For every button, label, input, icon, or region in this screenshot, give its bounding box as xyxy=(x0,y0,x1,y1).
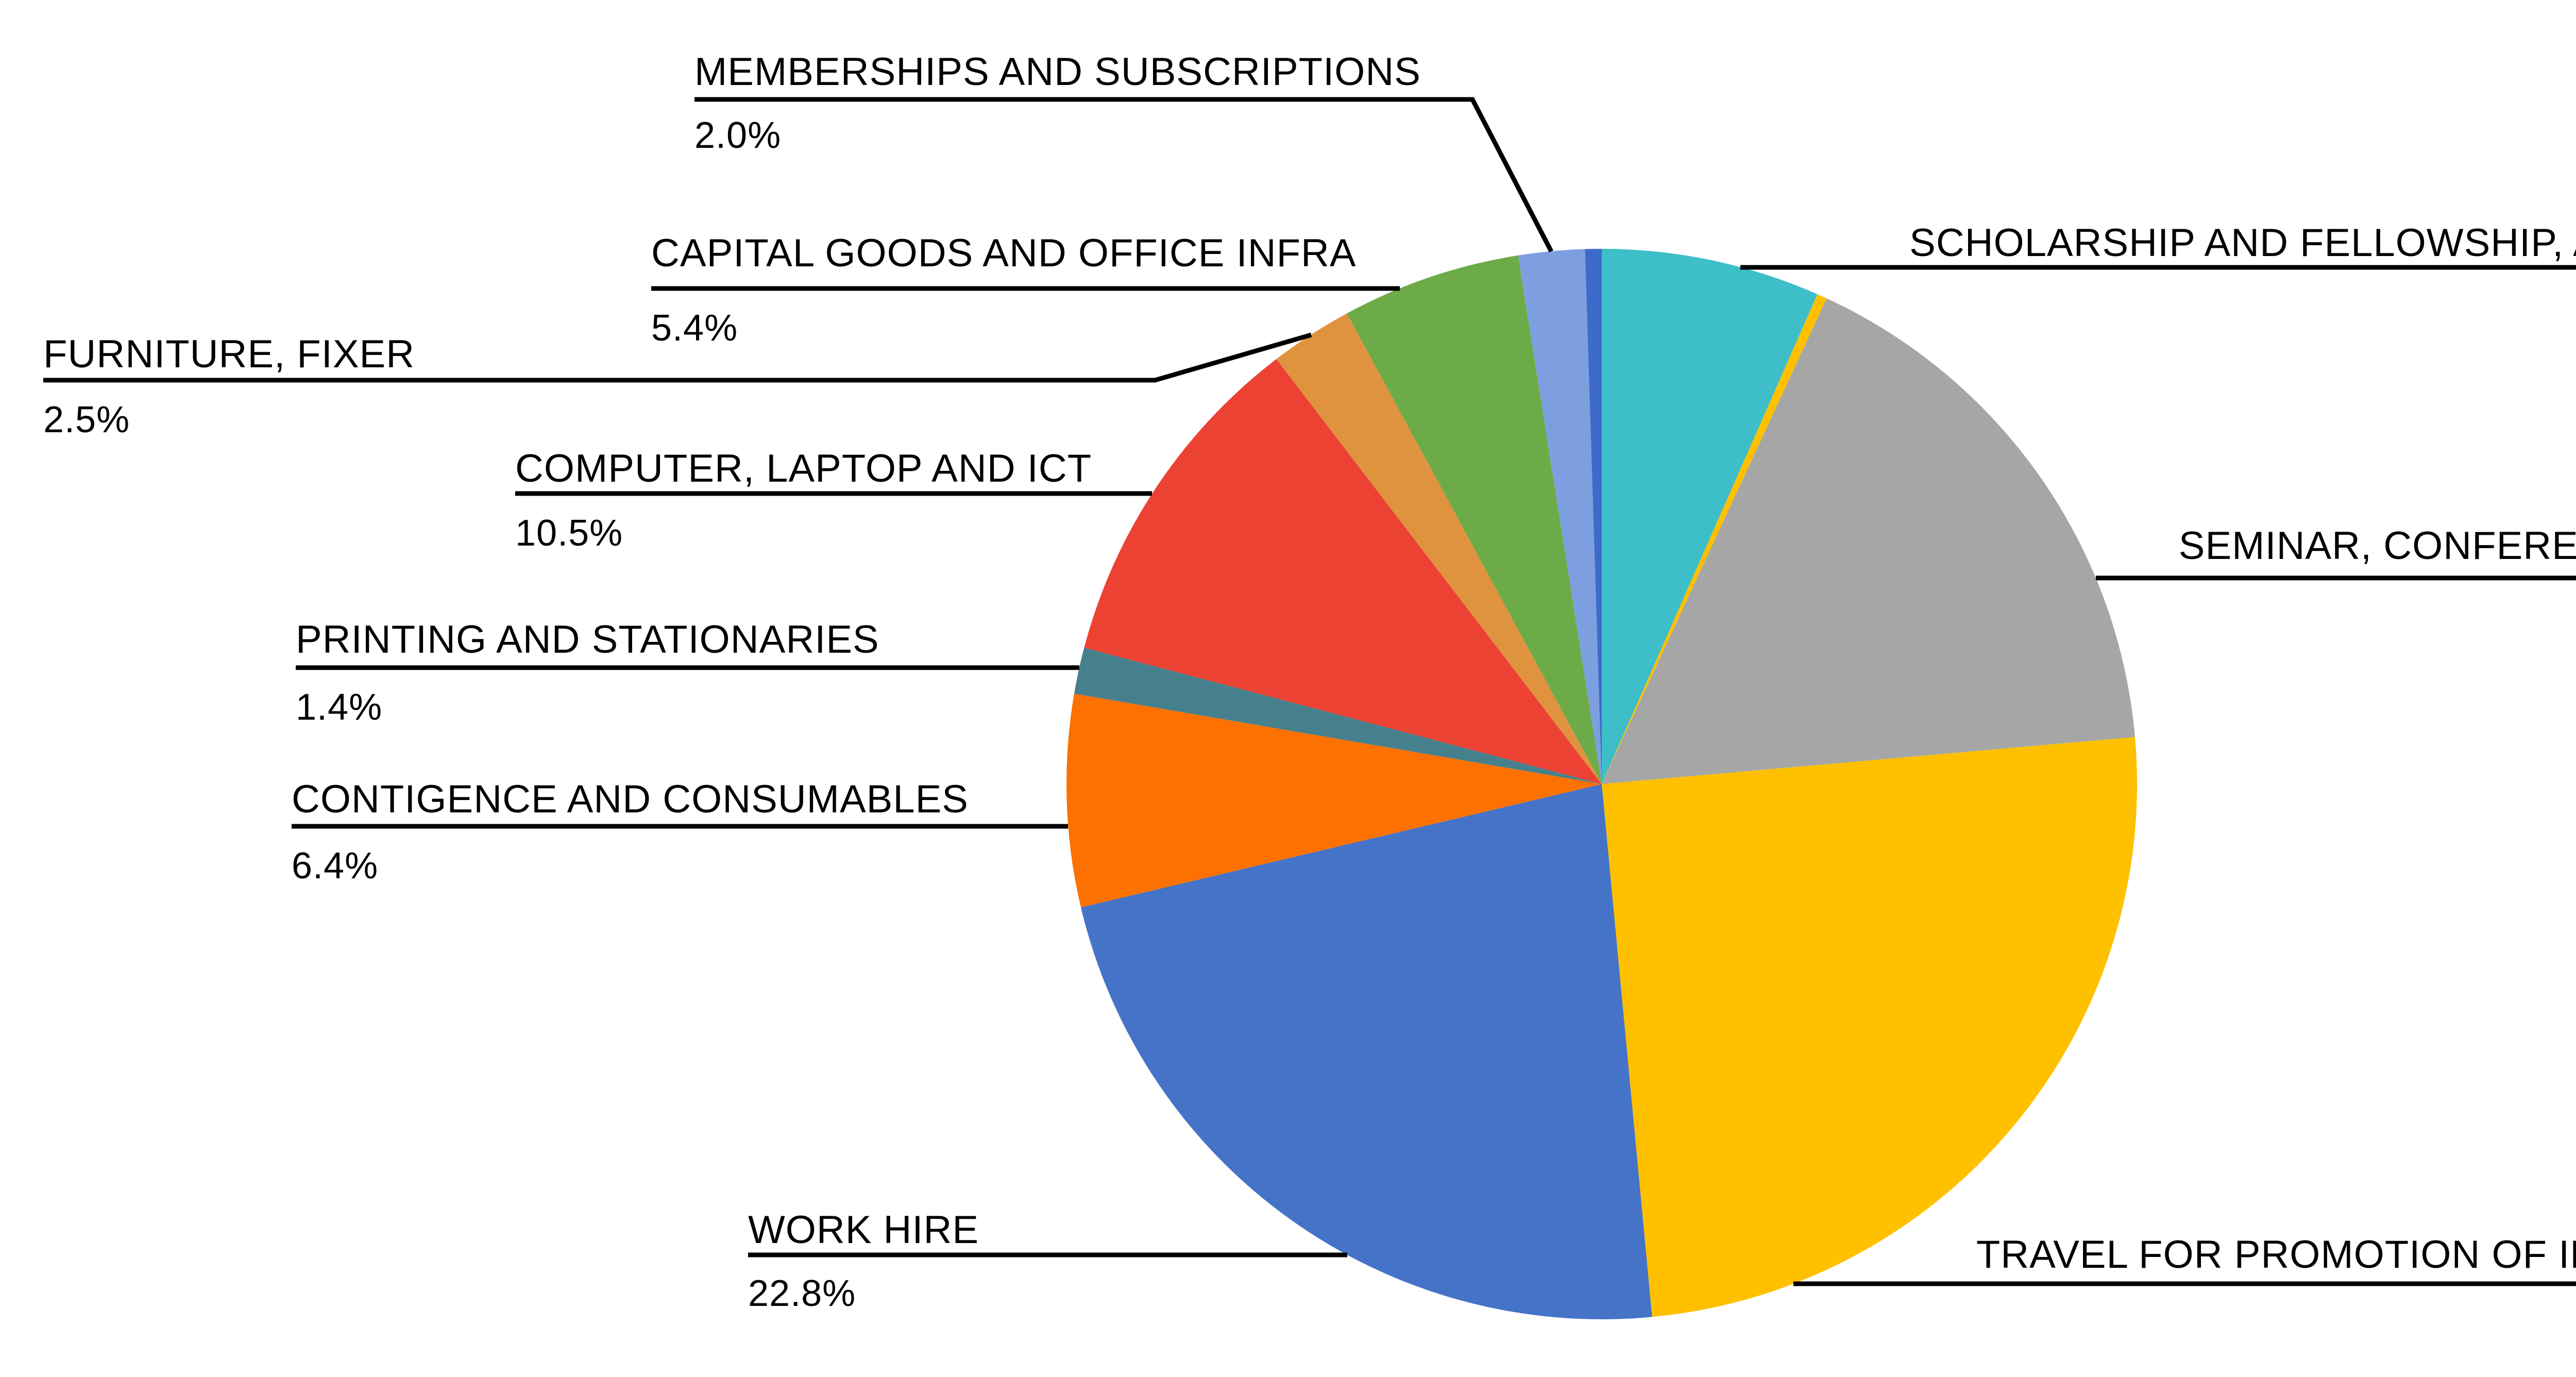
slice-label-capital: CAPITAL GOODS AND OFFICE INFRA xyxy=(651,231,1357,275)
slice-percent-furniture: 2.5% xyxy=(43,399,130,440)
slice-label-printing: PRINTING AND STATIONARIES xyxy=(296,618,879,661)
slice-label-contigence: CONTIGENCE AND CONSUMABLES xyxy=(292,777,969,821)
pie-slice-tiny-slice-2[interactable] xyxy=(1585,248,1602,785)
pie-slice-printing[interactable] xyxy=(1074,648,1602,784)
pie-slice-work-hire[interactable] xyxy=(1081,784,1652,1320)
slice-percent-contigence: 6.4% xyxy=(292,845,379,887)
slice-label-computer: COMPUTER, LAPTOP AND ICT xyxy=(515,447,1092,490)
slice-label-scholarship: SCHOLARSHIP AND FELLOWSHIP, AWARDS, REWA… xyxy=(1909,221,2576,265)
pie-slice-capital[interactable] xyxy=(1347,255,1602,784)
slice-label-travel: TRAVEL FOR PROMOTION OF INTERNATIONAL RE… xyxy=(1976,1233,2576,1277)
slice-label-work-hire: WORK HIRE xyxy=(748,1208,979,1252)
pie-slice-furniture[interactable] xyxy=(1276,313,1602,784)
slice-percent-capital: 5.4% xyxy=(651,308,738,349)
slice-percent-work-hire: 22.8% xyxy=(748,1273,856,1314)
slice-percent-computer: 10.5% xyxy=(515,513,623,554)
slice-percent-memberships: 2.0% xyxy=(694,115,782,156)
pie-slice-travel[interactable] xyxy=(1602,737,2138,1317)
pie-slice-seminar[interactable] xyxy=(1602,298,2135,784)
slice-label-furniture: FURNITURE, FIXER xyxy=(43,332,415,376)
slice-label-memberships: MEMBERSHIPS AND SUBSCRIPTIONS xyxy=(694,50,1421,94)
leader-line-memberships xyxy=(694,97,1553,253)
slice-percent-printing: 1.4% xyxy=(296,687,383,728)
pie-slice-contigence[interactable] xyxy=(1066,693,1602,908)
pie-slice-tiny-slice-1[interactable] xyxy=(1602,294,1827,784)
pie-slice-computer[interactable] xyxy=(1084,359,1602,784)
slice-label-seminar: SEMINAR, CONFERENCE, EVENTS AND DELE... xyxy=(2178,524,2576,568)
pie-slice-memberships[interactable] xyxy=(1518,249,1602,785)
pie-slice-scholarship[interactable] xyxy=(1602,249,1818,784)
leader-line-furniture xyxy=(43,332,1312,383)
